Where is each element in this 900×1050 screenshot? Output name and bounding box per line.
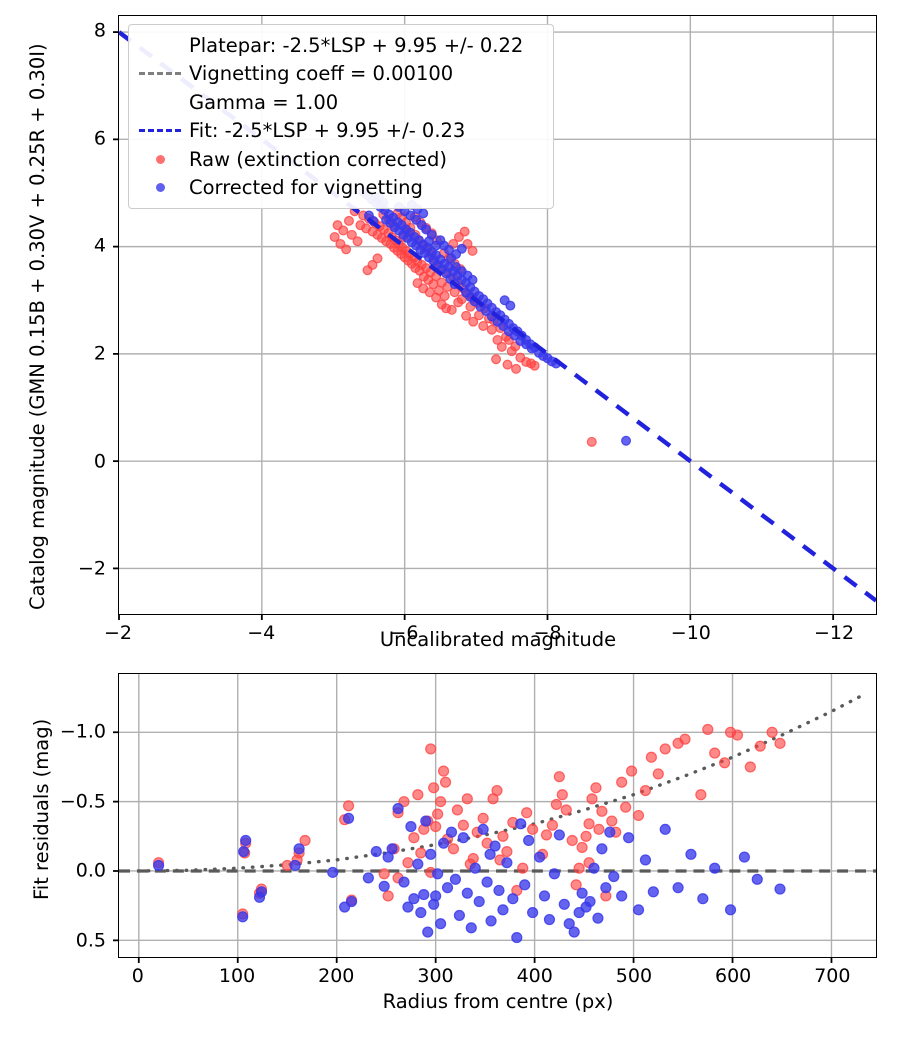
legend-entry: Gamma = 1.00 — [137, 88, 543, 117]
residuals-ytick: 0.5 — [75, 929, 106, 952]
calibration-ytick: 4 — [93, 234, 106, 257]
legend-entry: Platepar: -2.5*LSP + 9.95 +/- 0.22 — [137, 31, 543, 60]
residuals-xtick: 300 — [417, 965, 454, 987]
legend-entry: Raw (extinction corrected) — [137, 145, 543, 174]
marker-swatch — [155, 154, 165, 164]
marker-swatch — [155, 183, 165, 193]
legend-blue-marker-icon — [137, 183, 183, 193]
legend-entry-label: Corrected for vignetting — [189, 176, 423, 200]
calibration-ytick: 0 — [93, 450, 106, 473]
calibration-ytick: 8 — [93, 19, 106, 42]
calibration-x-axis-title: Uncalibrated magnitude — [379, 628, 617, 651]
dashed-line-swatch — [139, 72, 181, 76]
calibration-xtick: −8 — [533, 622, 562, 644]
dashed-line-swatch — [139, 129, 181, 133]
legend-entry-label: Platepar: -2.5*LSP + 9.95 +/- 0.22 — [189, 33, 524, 57]
calibration-ytick: 6 — [93, 127, 106, 150]
plot-legend[interactable]: Platepar: -2.5*LSP + 9.95 +/- 0.22 Vignet… — [128, 24, 554, 209]
residuals-xtick: 500 — [615, 965, 653, 987]
calibration-ytick: 2 — [93, 342, 106, 365]
residuals-xtick: 600 — [714, 965, 752, 987]
legend-entry-label: Fit: -2.5*LSP + 9.95 +/- 0.23 — [189, 119, 466, 143]
residuals-xtick: 400 — [516, 965, 553, 987]
residuals-x-axis-title: Radius from centre (px) — [382, 990, 614, 1013]
legend-entry: Vignetting coeff = 0.00100 — [137, 60, 543, 89]
residuals-xtick: 100 — [218, 965, 256, 987]
legend-entry: Corrected for vignetting — [137, 174, 543, 203]
residuals-plot-axes — [113, 673, 877, 963]
residuals-xtick: 0 — [131, 965, 144, 987]
legend-entry: Fit: -2.5*LSP + 9.95 +/- 0.23 — [137, 117, 543, 146]
residuals-ytick: 0.0 — [75, 859, 106, 882]
legend-red-marker-icon — [137, 154, 183, 164]
residuals-xtick: 200 — [318, 965, 355, 987]
calibration-xtick: −2 — [103, 622, 133, 644]
legend-entry-label: Vignetting coeff = 0.00100 — [189, 62, 454, 86]
calibration-ytick: −2 — [77, 557, 106, 580]
residuals-ytick: −1.0 — [59, 720, 106, 743]
residuals-ytick: −0.5 — [59, 790, 106, 813]
calibration-xtick: −10 — [670, 622, 711, 644]
legend-entry-label: Raw (extinction corrected) — [189, 147, 447, 171]
calibration-xtick: −4 — [247, 622, 276, 644]
residuals-y-axis-title: Fit residuals (mag) — [30, 718, 53, 900]
calibration-xtick: −6 — [390, 622, 419, 644]
calibration-y-axis-title: Catalog magnitude (GMN 0.15B + 0.30V + 0… — [26, 43, 49, 610]
legend-dashed-gray-line-icon — [137, 72, 183, 76]
calibration-xtick: −12 — [813, 622, 855, 644]
legend-entry-label: Gamma = 1.00 — [189, 90, 339, 114]
residuals-xtick: 700 — [814, 965, 851, 987]
legend-dashed-blue-line-icon — [137, 129, 183, 133]
residuals-plot-canvas — [113, 674, 876, 963]
